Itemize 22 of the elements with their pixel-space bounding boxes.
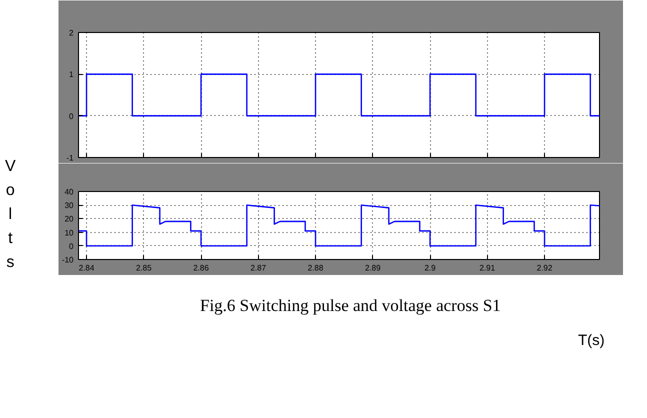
y-tick-label: -1 xyxy=(66,154,74,162)
x-tick-label: 2.92 xyxy=(536,264,553,272)
caption: Fig.6 Switching pulse and voltage across S1 xyxy=(200,295,501,317)
y-tick-label: -10 xyxy=(62,256,74,264)
y-tick-label: 0 xyxy=(69,242,74,251)
y-tick-label: 1 xyxy=(69,70,74,80)
x-tick-label: 2.86 xyxy=(193,264,210,272)
y-tick-label: 20 xyxy=(64,214,74,224)
x-tick-label: 2.9 xyxy=(424,264,436,272)
y-tick-label: 10 xyxy=(64,228,74,238)
y-tick-label: 40 xyxy=(64,188,74,196)
x-tick-label: 2.85 xyxy=(136,264,152,272)
x-tick-label: 2.88 xyxy=(308,264,324,272)
x-axis-title: T(s) xyxy=(578,331,605,351)
y-tick-label: 2 xyxy=(69,28,74,38)
y-tick-label: 0 xyxy=(69,112,74,121)
x-tick-label: 2.84 xyxy=(78,264,95,272)
x-tick-label: 2.87 xyxy=(250,264,267,272)
x-tick-label: 2.91 xyxy=(480,264,496,272)
y-tick-label: 30 xyxy=(64,201,74,210)
x-tick-label: 2.89 xyxy=(364,264,382,272)
y-axis-title: Volts xyxy=(5,157,16,273)
